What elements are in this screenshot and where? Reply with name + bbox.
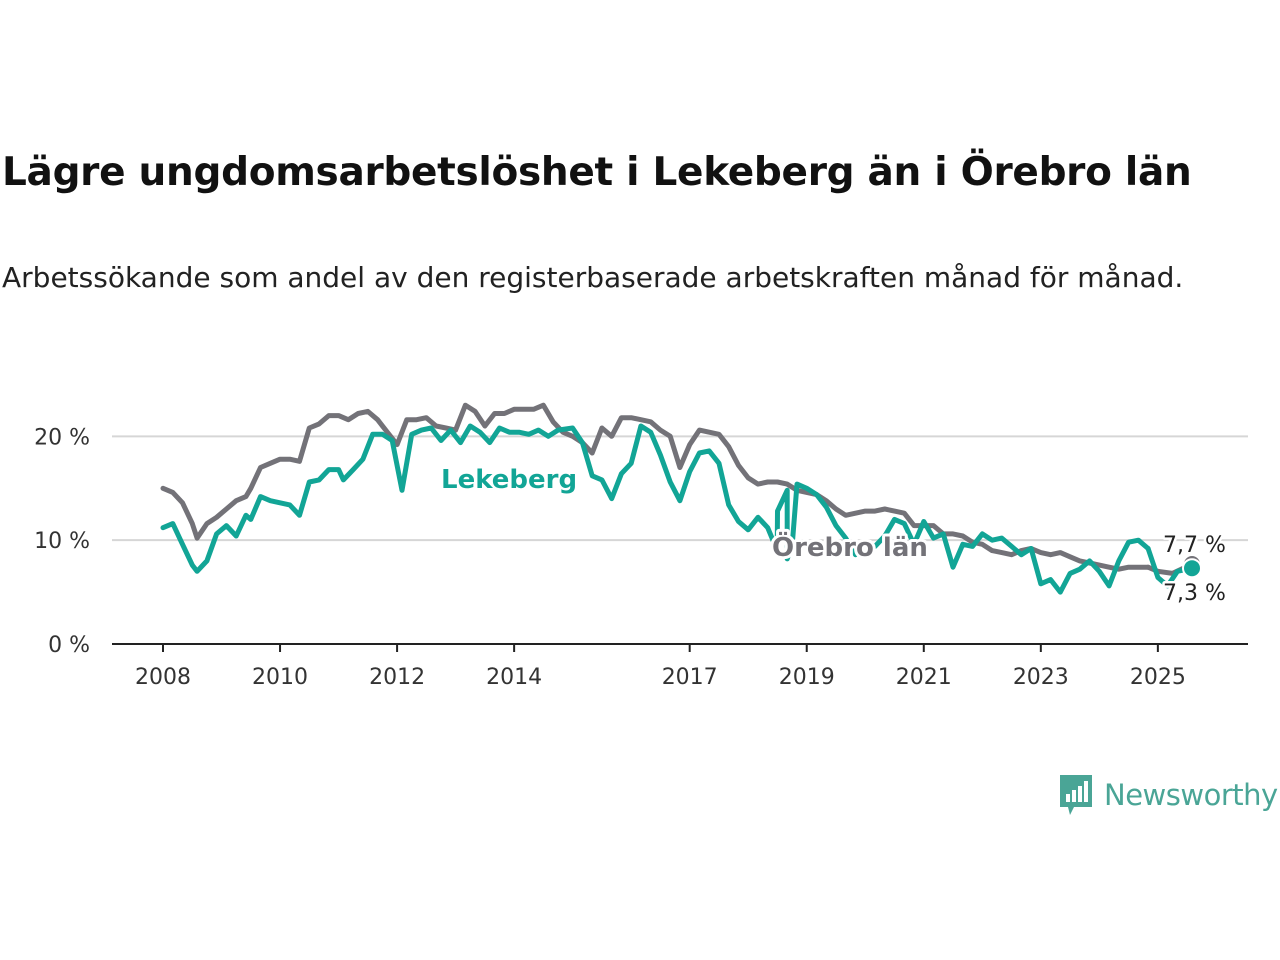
newsworthy-logo-icon xyxy=(1060,775,1092,815)
end-label-orebro-lan: 7,7 % xyxy=(1163,533,1226,558)
x-tick-label: 2008 xyxy=(135,665,191,690)
newsworthy-brand[interactable]: Newsworthy xyxy=(1058,772,1278,818)
end-label-lekeberg: 7,3 % xyxy=(1163,581,1226,606)
brand-name: Newsworthy xyxy=(1104,778,1278,812)
x-tick-label: 2021 xyxy=(896,665,952,690)
x-tick-label: 2023 xyxy=(1013,665,1069,690)
chart-title: Lägre ungdomsarbetslöshet i Lekeberg än … xyxy=(2,150,1192,195)
y-tick-label: 10 % xyxy=(34,529,90,554)
x-tick-label: 2014 xyxy=(486,665,542,690)
end-point-lekeberg xyxy=(1182,558,1202,579)
y-tick-label: 20 % xyxy=(34,425,90,450)
series-label-lekeberg: Lekeberg xyxy=(441,465,577,495)
x-tick-label: 2019 xyxy=(779,665,835,690)
x-tick-label: 2012 xyxy=(369,665,425,690)
chart-subtitle: Arbetssökande som andel av den registerb… xyxy=(2,261,1184,294)
x-tick-label: 2025 xyxy=(1130,665,1186,690)
series-line-orebro-lan xyxy=(160,402,1151,572)
series-line-lekeberg xyxy=(160,423,1151,595)
x-tick-label: 2017 xyxy=(662,665,718,690)
y-tick-label: 0 % xyxy=(48,633,90,658)
series-label-orebro-lan: Örebro län xyxy=(772,530,928,563)
x-tick-label: 2010 xyxy=(252,665,308,690)
